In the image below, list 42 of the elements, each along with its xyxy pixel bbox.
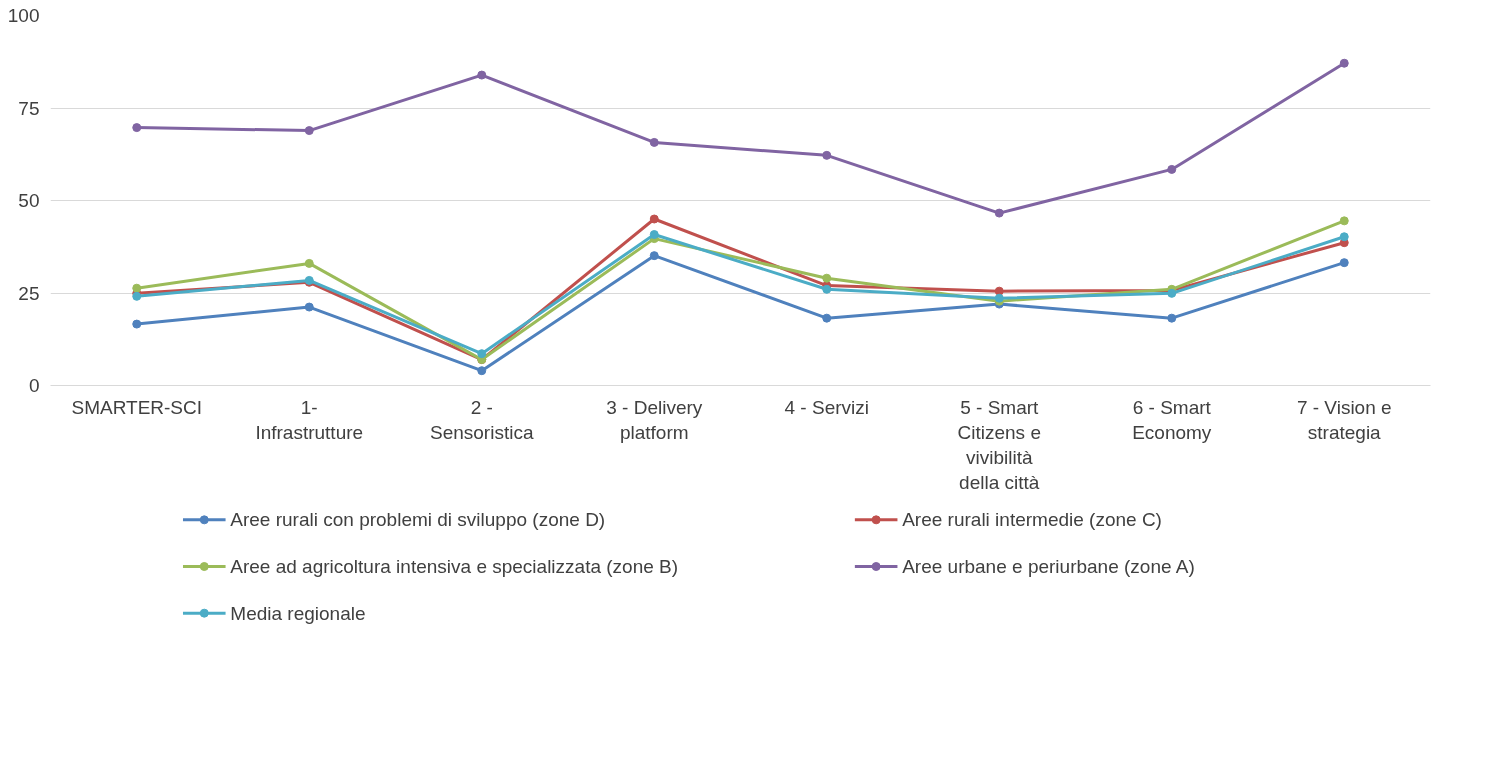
point	[649, 214, 659, 224]
point	[1167, 313, 1177, 323]
point	[822, 273, 832, 283]
x-tick-label: 3 - Delivery platform	[606, 396, 703, 443]
y-tick-label: 25	[18, 282, 40, 304]
legend-label: Media regionale	[230, 602, 366, 624]
point	[477, 349, 487, 359]
point	[132, 123, 142, 133]
y-tick-label: 50	[18, 190, 40, 211]
point	[132, 283, 142, 293]
x-tick-label: 4 - Servizi	[784, 396, 869, 418]
x-tick-label: 5 - Smart Citizens e vivibilità della città	[957, 396, 1041, 494]
point	[477, 70, 487, 80]
x-tick-label: 2 - Sensoristica	[430, 396, 534, 443]
point	[304, 258, 314, 268]
point	[1339, 258, 1349, 268]
legend-label: Aree rurali intermedie (zone C)	[902, 509, 1162, 531]
point	[649, 137, 659, 147]
point	[994, 286, 1004, 296]
x-tick-label: 7 - Vision e strategia	[1296, 396, 1392, 443]
point	[822, 150, 832, 160]
legend-label: Aree ad agricoltura intensiva e specializzata (zone B)	[230, 556, 679, 577]
x-tick-label: 1- Infrastrutture	[255, 396, 364, 443]
point	[822, 313, 832, 323]
point	[132, 319, 142, 329]
y-tick-label: 100	[7, 5, 40, 26]
point	[1167, 164, 1177, 174]
point	[649, 251, 659, 261]
x-tick-label: SMARTER-SCI	[71, 396, 203, 418]
y-tick-label: 75	[18, 97, 40, 119]
legend-label: Aree urbane e periurbane (zone A)	[902, 556, 1195, 577]
point	[994, 208, 1004, 218]
point	[1339, 58, 1349, 68]
point	[304, 302, 314, 312]
point	[1339, 232, 1349, 242]
point	[1339, 216, 1349, 226]
y-tick-label: 0	[28, 375, 40, 396]
point	[477, 366, 487, 376]
legend-label: Aree rurali con problemi di sviluppo (zone D)	[230, 509, 606, 531]
point	[304, 126, 314, 136]
point	[649, 230, 659, 240]
x-tick-label: 6 - Smart Economy	[1132, 396, 1212, 443]
